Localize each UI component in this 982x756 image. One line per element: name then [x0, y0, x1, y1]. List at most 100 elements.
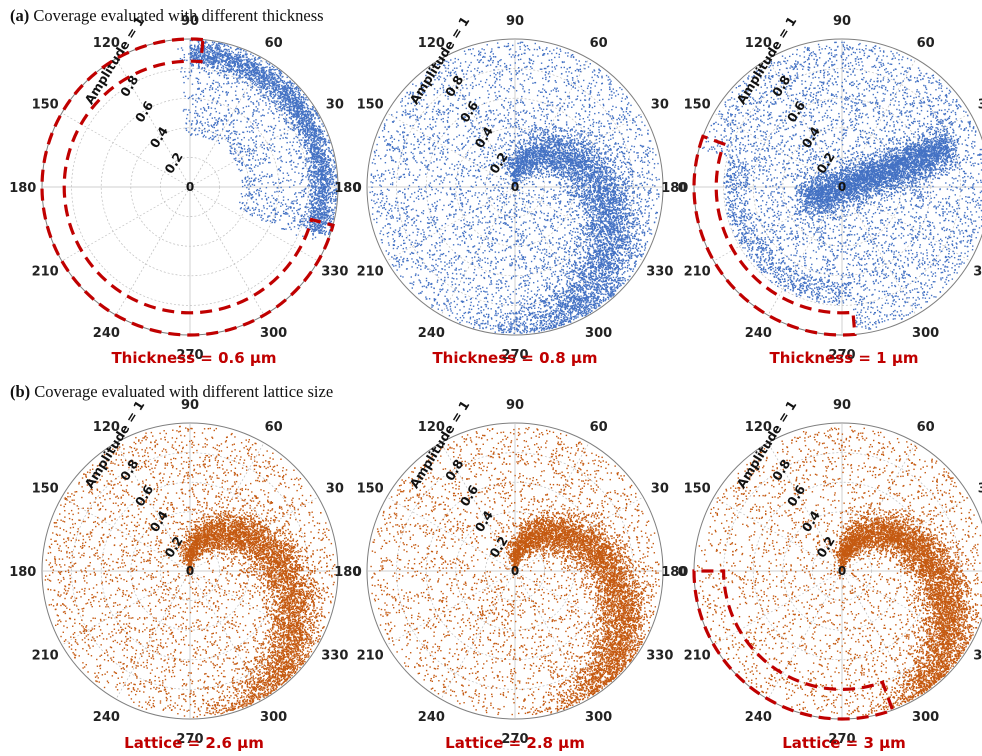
scatter-point — [315, 158, 316, 159]
scatter-point — [269, 144, 270, 145]
scatter-point — [299, 114, 300, 115]
scatter-point — [204, 108, 205, 109]
scatter-point — [321, 150, 322, 151]
scatter-point — [313, 148, 314, 149]
scatter-point — [329, 147, 330, 148]
scatter-point — [289, 80, 290, 81]
scatter-point — [272, 113, 273, 114]
scatter-point — [239, 74, 240, 75]
scatter-point — [267, 147, 268, 148]
scatter-point — [289, 186, 290, 187]
scatter-point — [207, 104, 208, 105]
scatter-point — [296, 127, 297, 128]
scatter-point — [225, 100, 226, 101]
scatter-point — [286, 142, 287, 143]
scatter-point — [194, 113, 195, 114]
scatter-point — [323, 222, 324, 223]
scatter-point — [277, 84, 278, 85]
scatter-point — [294, 88, 295, 89]
scatter-point — [282, 137, 283, 138]
scatter-point — [240, 152, 241, 153]
scatter-point — [256, 147, 257, 148]
scatter-point — [272, 66, 273, 67]
scatter-point — [242, 203, 243, 204]
scatter-point — [256, 100, 257, 101]
scatter-point — [230, 133, 231, 134]
scatter-point — [301, 129, 302, 130]
scatter-point — [229, 124, 230, 125]
scatter-point — [228, 112, 229, 113]
scatter-point — [326, 212, 327, 213]
scatter-point — [323, 141, 324, 142]
scatter-point — [324, 131, 325, 132]
scatter-point — [241, 158, 242, 159]
scatter-point — [255, 85, 256, 86]
scatter-point — [270, 80, 271, 81]
scatter-point — [292, 92, 293, 93]
scatter-point — [330, 207, 331, 208]
scatter-point — [234, 54, 235, 55]
scatter-point — [227, 141, 228, 142]
scatter-point — [306, 213, 307, 214]
scatter-point — [252, 87, 253, 88]
scatter-point — [283, 105, 284, 106]
scatter-point — [302, 162, 303, 163]
scatter-point — [322, 149, 323, 150]
scatter-point — [218, 140, 219, 141]
scatter-point — [314, 117, 315, 118]
scatter-point — [264, 115, 265, 116]
scatter-point — [308, 209, 309, 210]
scatter-point — [204, 110, 205, 111]
scatter-point — [252, 83, 253, 84]
scatter-point — [257, 87, 258, 88]
scatter-point — [300, 129, 301, 130]
scatter-point — [253, 132, 254, 133]
scatter-point — [313, 163, 314, 164]
scatter-point — [307, 185, 308, 186]
scatter-point — [249, 150, 250, 151]
scatter-point — [318, 199, 319, 200]
scatter-point — [243, 107, 244, 108]
scatter-point — [322, 216, 323, 217]
scatter-point — [314, 185, 315, 186]
scatter-point — [312, 106, 313, 107]
scatter-point — [296, 166, 297, 167]
scatter-point — [280, 97, 281, 98]
scatter-point — [198, 83, 199, 84]
scatter-point — [232, 59, 233, 60]
scatter-point — [200, 100, 201, 101]
scatter-point — [273, 97, 274, 98]
scatter-point — [233, 123, 234, 124]
scatter-point — [198, 79, 199, 80]
scatter-point — [305, 211, 306, 212]
scatter-point — [243, 208, 244, 209]
scatter-point — [317, 178, 318, 179]
scatter-point — [284, 133, 285, 134]
scatter-point — [184, 59, 185, 60]
scatter-point — [325, 154, 326, 155]
scatter-point — [295, 151, 296, 152]
scatter-point — [291, 164, 292, 165]
scatter-point — [225, 67, 226, 68]
scatter-point — [240, 151, 241, 152]
scatter-point — [266, 153, 267, 154]
scatter-point — [319, 144, 320, 145]
scatter-point — [300, 144, 301, 145]
scatter-point — [210, 64, 211, 65]
scatter-point — [266, 88, 267, 89]
scatter-point — [274, 74, 275, 75]
scatter-point — [258, 67, 259, 68]
scatter-point — [333, 214, 334, 215]
scatter-point — [271, 110, 272, 111]
scatter-point — [223, 68, 224, 69]
scatter-point — [311, 140, 312, 141]
scatter-point — [207, 83, 208, 84]
scatter-point — [252, 139, 253, 140]
scatter-point — [202, 55, 203, 56]
scatter-point — [260, 115, 261, 116]
scatter-point — [209, 130, 210, 131]
scatter-point — [207, 119, 208, 120]
scatter-point — [330, 192, 331, 193]
scatter-point — [249, 178, 250, 179]
